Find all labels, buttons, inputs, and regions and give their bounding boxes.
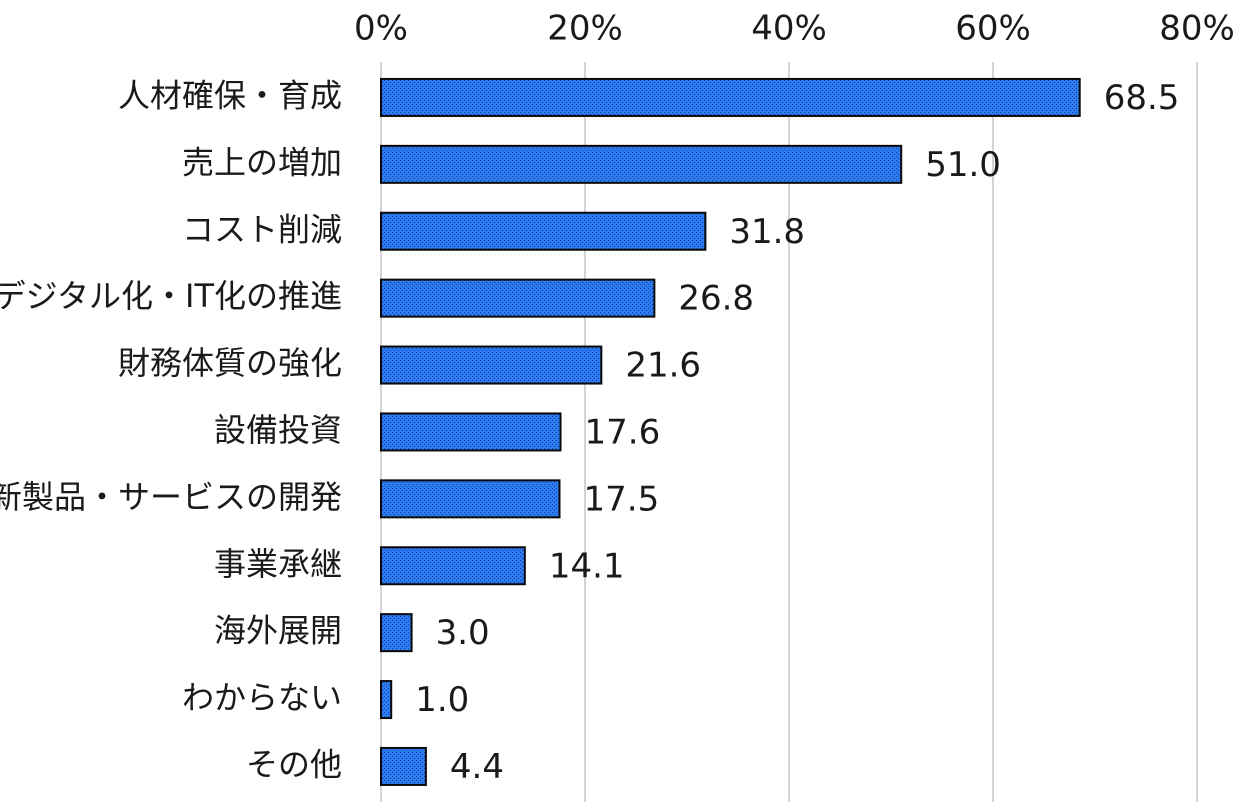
- bars: [380, 77, 1081, 786]
- data-label: 1.0: [415, 680, 469, 720]
- bar: [380, 546, 526, 586]
- x-tick-label: 40%: [751, 9, 827, 49]
- category-label: わからない: [182, 679, 342, 717]
- bar: [380, 680, 393, 720]
- category-label: 人材確保・育成: [118, 76, 342, 114]
- gridlines: [380, 62, 1198, 802]
- data-label: 17.6: [585, 412, 661, 452]
- bar: [380, 412, 562, 452]
- category-label: 新製品・サービスの開発: [0, 478, 342, 516]
- x-tick-label: 80%: [1159, 9, 1235, 49]
- data-label: 3.0: [436, 613, 490, 653]
- category-label: 財務体質の強化: [118, 344, 342, 382]
- bar: [380, 479, 561, 519]
- data-label: 68.5: [1104, 78, 1180, 118]
- category-label: 海外展開: [214, 612, 342, 650]
- category-label: その他: [246, 745, 342, 783]
- bar: [380, 613, 413, 653]
- data-label: 21.6: [625, 346, 701, 386]
- data-label: 51.0: [925, 145, 1001, 185]
- category-label: 事業承継: [214, 545, 342, 583]
- category-label: 売上の増加: [182, 143, 342, 181]
- x-axis-ticks: 0% 20% 40% 60% 80%: [354, 9, 1235, 49]
- category-label: デジタル化・IT化の推進: [0, 277, 342, 315]
- category-labels: 人材確保・育成売上の増加コスト削減デジタル化・IT化の推進財務体質の強化設備投資…: [0, 76, 342, 783]
- category-label: 設備投資: [214, 411, 342, 449]
- bar: [380, 278, 656, 318]
- bar: [380, 144, 903, 184]
- data-label: 4.4: [450, 747, 504, 787]
- bar: [380, 77, 1081, 117]
- category-label: コスト削減: [182, 210, 342, 248]
- x-tick-label: 60%: [955, 9, 1031, 49]
- x-tick-label: 20%: [547, 9, 623, 49]
- data-label: 26.8: [678, 279, 754, 319]
- value-labels: 68.5 51.0 31.8 26.8 21.6 17.6 17.5 14.1 3.0 1.0 4.…: [415, 78, 1179, 787]
- bar: [380, 746, 427, 786]
- data-label: 14.1: [549, 546, 625, 586]
- data-label: 17.5: [584, 479, 660, 519]
- bar: [380, 211, 707, 251]
- data-label: 31.8: [729, 212, 805, 252]
- bar: [380, 345, 603, 385]
- x-tick-label: 0%: [354, 9, 408, 49]
